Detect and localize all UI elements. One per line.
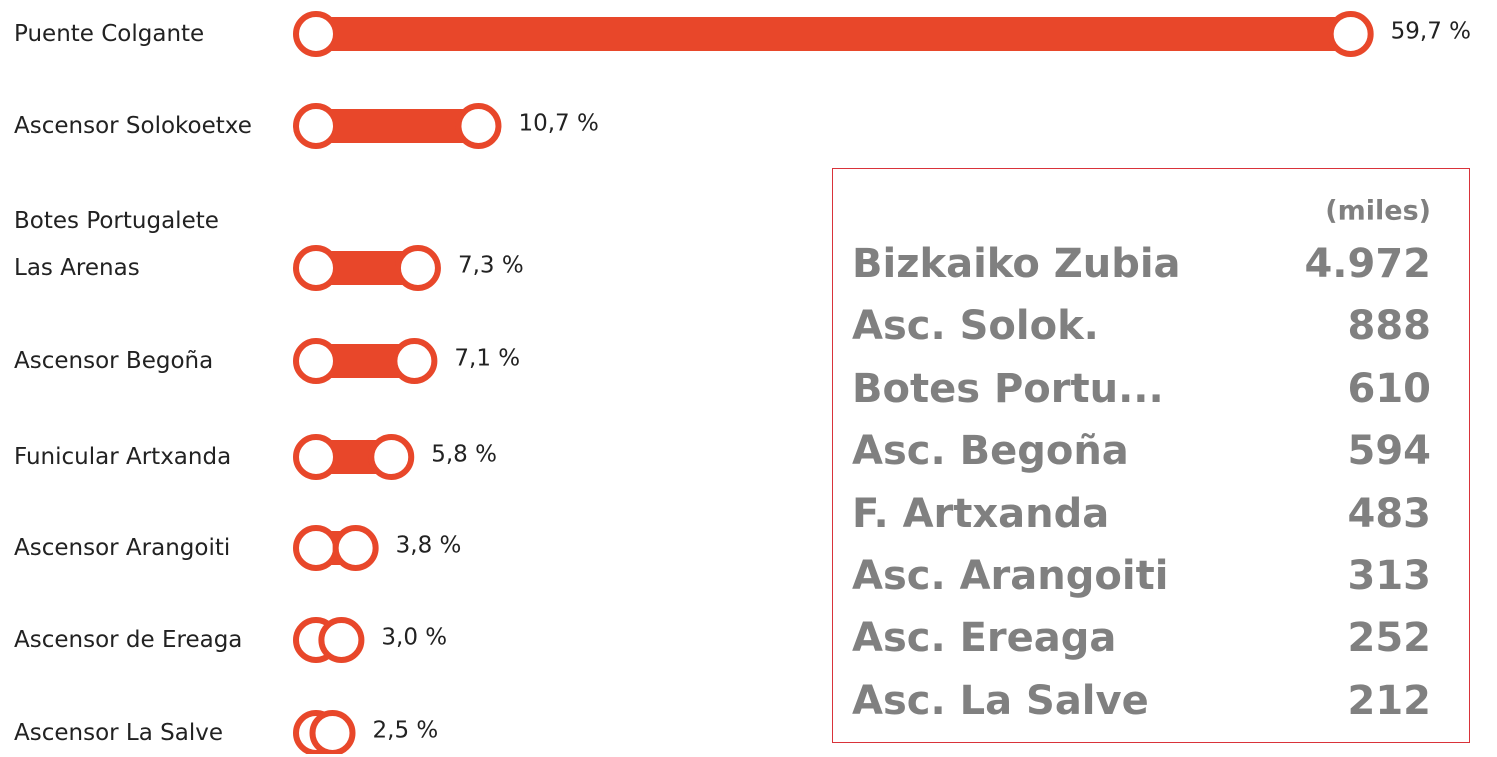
bar-end [394, 245, 441, 291]
value-label: 10,7 % [518, 110, 599, 137]
bar-start [293, 103, 339, 149]
row-value: 4.972 [1304, 241, 1431, 287]
category-label: Ascensor Begoña [14, 348, 214, 374]
bar-start [293, 245, 339, 291]
row-name: Asc. Solok. [852, 303, 1099, 350]
bar-start [293, 11, 339, 57]
category-label: Ascensor Arangoiti [14, 535, 231, 561]
category-label: Ascensor La Salve [14, 720, 223, 746]
value-label: 5,8 % [431, 441, 497, 468]
bar [316, 109, 479, 143]
table-header: (miles) [1325, 195, 1431, 227]
row-name: Bizkaiko Zubia [852, 241, 1181, 287]
value-label: 59,7 % [1390, 18, 1472, 45]
bar-start [293, 525, 339, 571]
bar-end [368, 434, 415, 480]
bar-end [318, 617, 365, 663]
table-box: (miles) Bizkaiko Zubia 4.972 Asc. Solok. 888… [832, 168, 1470, 743]
row-value: 594 [1347, 428, 1432, 475]
value-label: 2,5 % [372, 717, 439, 744]
bar-end [1327, 11, 1374, 57]
category-label: Funicular Artxanda [14, 444, 232, 470]
row-value: 610 [1347, 365, 1432, 412]
row-value: 888 [1347, 303, 1432, 350]
category-label: Ascensor Solokoetxe [14, 113, 252, 139]
category-label: Ascensor de Ereaga [14, 627, 243, 653]
value-label: 3,8 % [395, 532, 462, 559]
row-name: Asc. Begoña [852, 428, 1129, 475]
row-name: Asc. Arangoiti [852, 553, 1169, 599]
bar-end [332, 525, 379, 571]
row-value: 313 [1347, 553, 1432, 599]
row-name: Botes Portu... [852, 365, 1164, 412]
value-label: 7,3 % [457, 252, 524, 279]
category-label: Puente Colgante [14, 21, 205, 47]
value-label: 3,0 % [381, 624, 448, 651]
row-name: Asc. Ereaga [852, 615, 1117, 662]
category-label: Botes Portugalete Las Arenas [14, 208, 219, 281]
bar-end [455, 103, 502, 149]
value-label: 7,1 % [454, 345, 521, 372]
bar-start [293, 338, 339, 384]
row-value: 212 [1347, 677, 1432, 724]
bar [316, 17, 1351, 51]
bar-start [293, 434, 339, 480]
row-value: 483 [1347, 490, 1432, 537]
row-name: F. Artxanda [852, 490, 1110, 537]
row-value: 252 [1347, 615, 1432, 662]
bar-end [391, 338, 438, 384]
row-name: Asc. La Salve [852, 677, 1149, 724]
bar-end [309, 710, 356, 754]
